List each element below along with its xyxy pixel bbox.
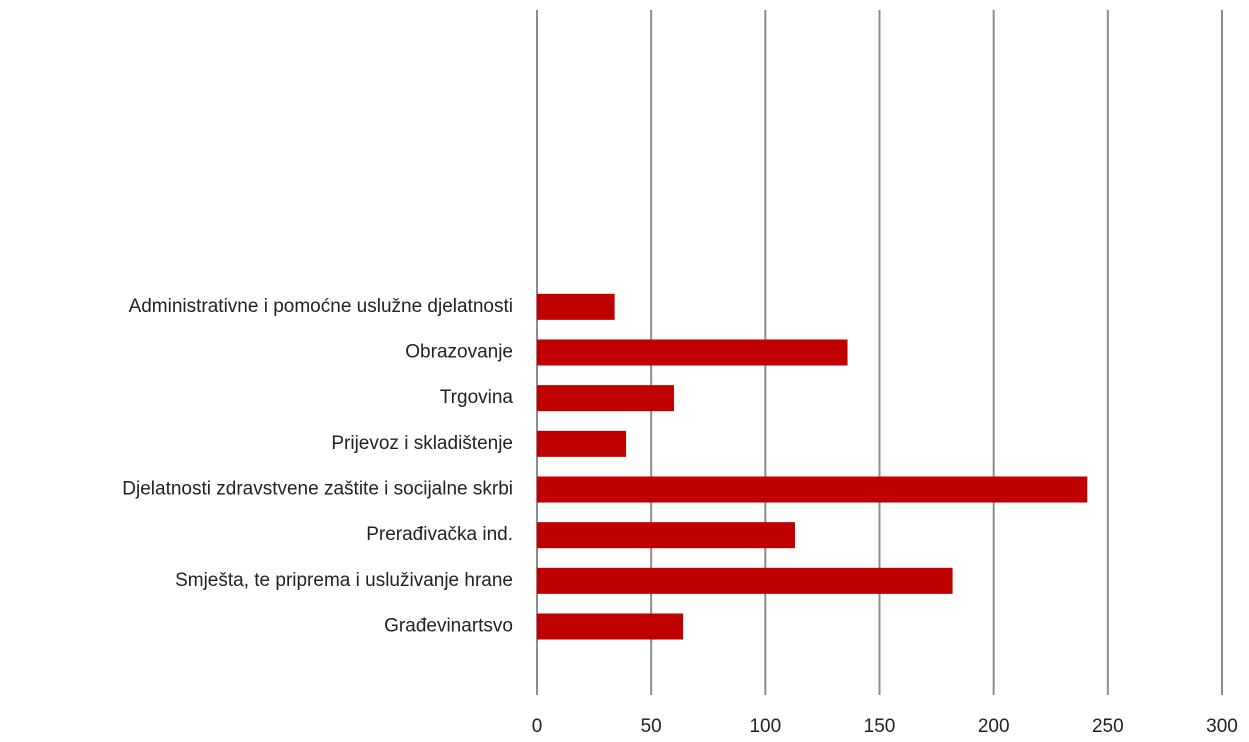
y-tick-label: Djelatnosti zdravstvene zaštite i socija… — [122, 479, 513, 500]
bar — [537, 522, 796, 549]
bar — [537, 613, 684, 640]
x-tick-label: 150 — [864, 716, 896, 737]
bar — [537, 385, 674, 412]
x-tick-label: 50 — [641, 716, 662, 737]
y-tick-label: Prijevoz i skladištenje — [331, 433, 513, 454]
bar — [537, 339, 848, 366]
y-tick-label: Trgovina — [440, 387, 514, 408]
y-tick-label: Smješta, te priprema i usluživanje hrane — [175, 570, 513, 591]
bar — [537, 567, 953, 594]
y-tick-label: Prerađivačka ind. — [366, 524, 513, 545]
x-tick-label: 300 — [1206, 716, 1238, 737]
x-tick-label: 0 — [532, 716, 543, 737]
x-tick-label: 250 — [1092, 716, 1124, 737]
x-tick-label: 100 — [749, 716, 781, 737]
x-tick-label: 200 — [978, 716, 1010, 737]
y-tick-label: Obrazovanje — [405, 342, 513, 363]
bar — [537, 476, 1088, 503]
y-tick-label: Administrativne i pomoćne uslužne djelat… — [129, 296, 513, 317]
y-tick-label: Građevinartsvo — [384, 616, 513, 637]
bar — [537, 293, 615, 320]
bar — [537, 430, 627, 457]
